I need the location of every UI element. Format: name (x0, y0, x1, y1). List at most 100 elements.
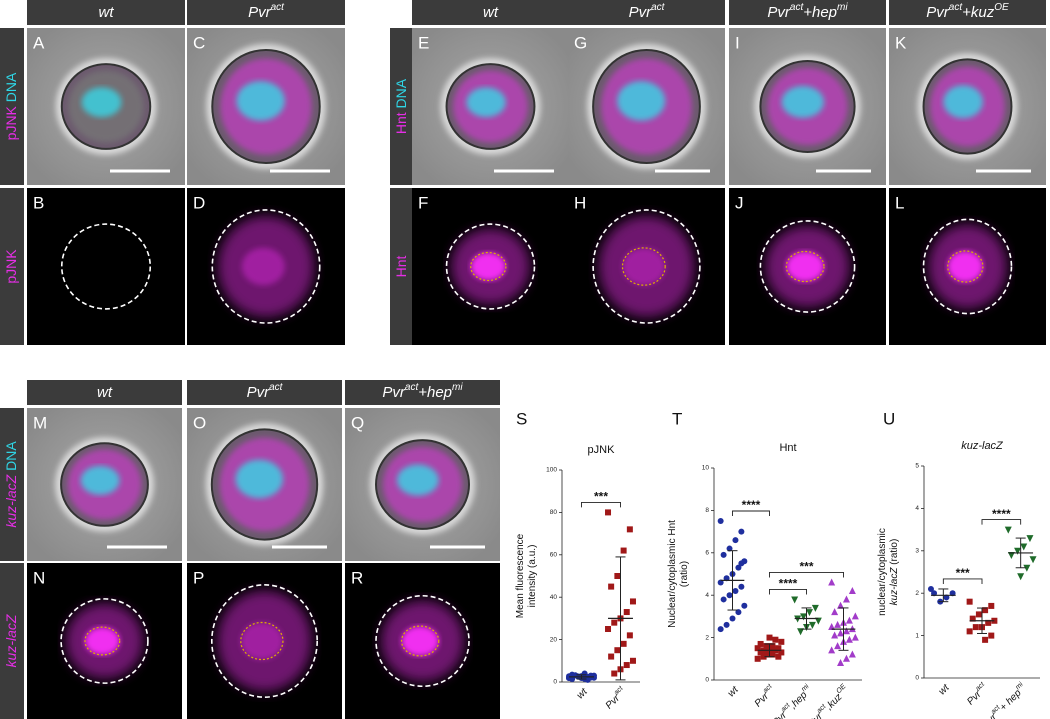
nucleus-outline (621, 247, 666, 286)
label-word: Hnt (393, 112, 409, 134)
y-axis-label: (ratio) (679, 561, 690, 587)
data-point (842, 654, 850, 662)
label-word: kuz-lacZ (3, 614, 19, 667)
cell-outline (759, 220, 856, 313)
superscript: OE (994, 2, 1009, 13)
data-point (735, 609, 742, 616)
y-tick-label: 0 (915, 675, 919, 682)
data-point (760, 653, 767, 660)
chart-title: Hnt (779, 442, 796, 454)
data-point (985, 619, 992, 626)
row-header (0, 408, 24, 561)
text-part: Pvr (771, 709, 790, 719)
nucleus-signal (241, 247, 285, 286)
data-point (735, 564, 742, 571)
label-word: pJNK (3, 249, 19, 284)
y-tick-label: 60 (550, 552, 558, 559)
text-part: Pvr (767, 4, 791, 21)
significance-bracket (942, 578, 983, 584)
superscript: mi (837, 2, 848, 13)
column-header-label: wt (97, 384, 113, 401)
significance-bracket (981, 519, 1022, 525)
data-point (969, 615, 976, 622)
nucleus (466, 87, 506, 118)
text-part: wt (97, 384, 113, 401)
y-axis-label: Nuclear/cytoplasmic Hnt (667, 520, 678, 628)
data-point (828, 623, 836, 630)
significance-bracket (732, 510, 770, 516)
row-header (390, 28, 414, 185)
text-part: +hep (803, 4, 837, 21)
superscript: act (271, 2, 286, 13)
data-point (800, 613, 808, 621)
data-point (837, 629, 845, 637)
label-word: DNA (3, 72, 19, 106)
nucleus (781, 86, 824, 118)
nucleus-outline (84, 626, 121, 656)
column-header (568, 0, 725, 25)
nucleus (81, 87, 122, 118)
text-part: wt (726, 683, 742, 699)
column-header-label: wt (99, 4, 115, 21)
text-part: wt (483, 4, 499, 21)
data-point (608, 583, 615, 590)
chart-title: pJNK (588, 444, 616, 456)
data-point (769, 651, 776, 658)
significance-bracket (769, 588, 807, 595)
data-point (614, 647, 621, 654)
data-point (723, 575, 730, 582)
data-point (778, 649, 785, 656)
y-tick-label: 10 (702, 465, 710, 472)
data-point (966, 598, 973, 605)
panel-letter: F (418, 193, 428, 212)
text-part: Pvr (382, 384, 406, 401)
data-point (775, 645, 782, 652)
data-point (975, 611, 982, 618)
chart-title: kuz-lacZ (961, 440, 1004, 452)
cell-outline (375, 594, 470, 688)
data-point (851, 612, 859, 620)
cell-outline (60, 223, 152, 310)
data-point (626, 526, 633, 533)
data-point (1017, 573, 1025, 581)
nucleus-signal (401, 626, 439, 656)
significance-bracket (769, 572, 844, 578)
column-header (27, 0, 185, 25)
data-point (1023, 564, 1031, 572)
nucleus-signal (786, 251, 824, 282)
data-point (720, 551, 727, 558)
data-point (732, 537, 739, 544)
data-point (611, 619, 618, 626)
panel-letter: M (33, 413, 47, 432)
text-part: intensity (a.u.) (527, 545, 538, 608)
nucleus-signal (84, 627, 120, 655)
data-point (831, 631, 839, 639)
panel-letter: O (193, 413, 206, 432)
significance-label: **** (992, 507, 1011, 521)
column-header-label: Pvract (629, 2, 666, 21)
text-part: Pvr (629, 4, 653, 21)
row-header-label: Hnt (393, 256, 409, 278)
text-part: Pvr (247, 384, 271, 401)
significance-bracket (581, 501, 621, 508)
y-tick-label: 4 (705, 592, 709, 599)
data-point (1029, 556, 1037, 564)
panel-letter: S (516, 409, 527, 428)
row-header-label: kuz-lacZ DNA (3, 441, 19, 528)
data-point (729, 615, 736, 622)
panel-letter: T (672, 409, 682, 428)
row-header-label: pJNK (3, 249, 19, 284)
row-header-label: pJNK DNA (3, 72, 19, 140)
superscript: act (949, 2, 964, 13)
data-point (732, 587, 739, 594)
text-part: Pvr (806, 710, 825, 719)
column-header-label: Pvract+kuzOE (926, 2, 1009, 21)
row-header-label: Hnt DNA (393, 78, 409, 134)
panel-letter: A (33, 33, 45, 52)
text-part: Pvr (926, 4, 950, 21)
superscript: mi (1015, 681, 1025, 691)
nucleus-signal (240, 622, 283, 660)
nucleus (617, 81, 666, 121)
text-part: wt (936, 681, 952, 697)
nucleus-outline (785, 250, 825, 283)
